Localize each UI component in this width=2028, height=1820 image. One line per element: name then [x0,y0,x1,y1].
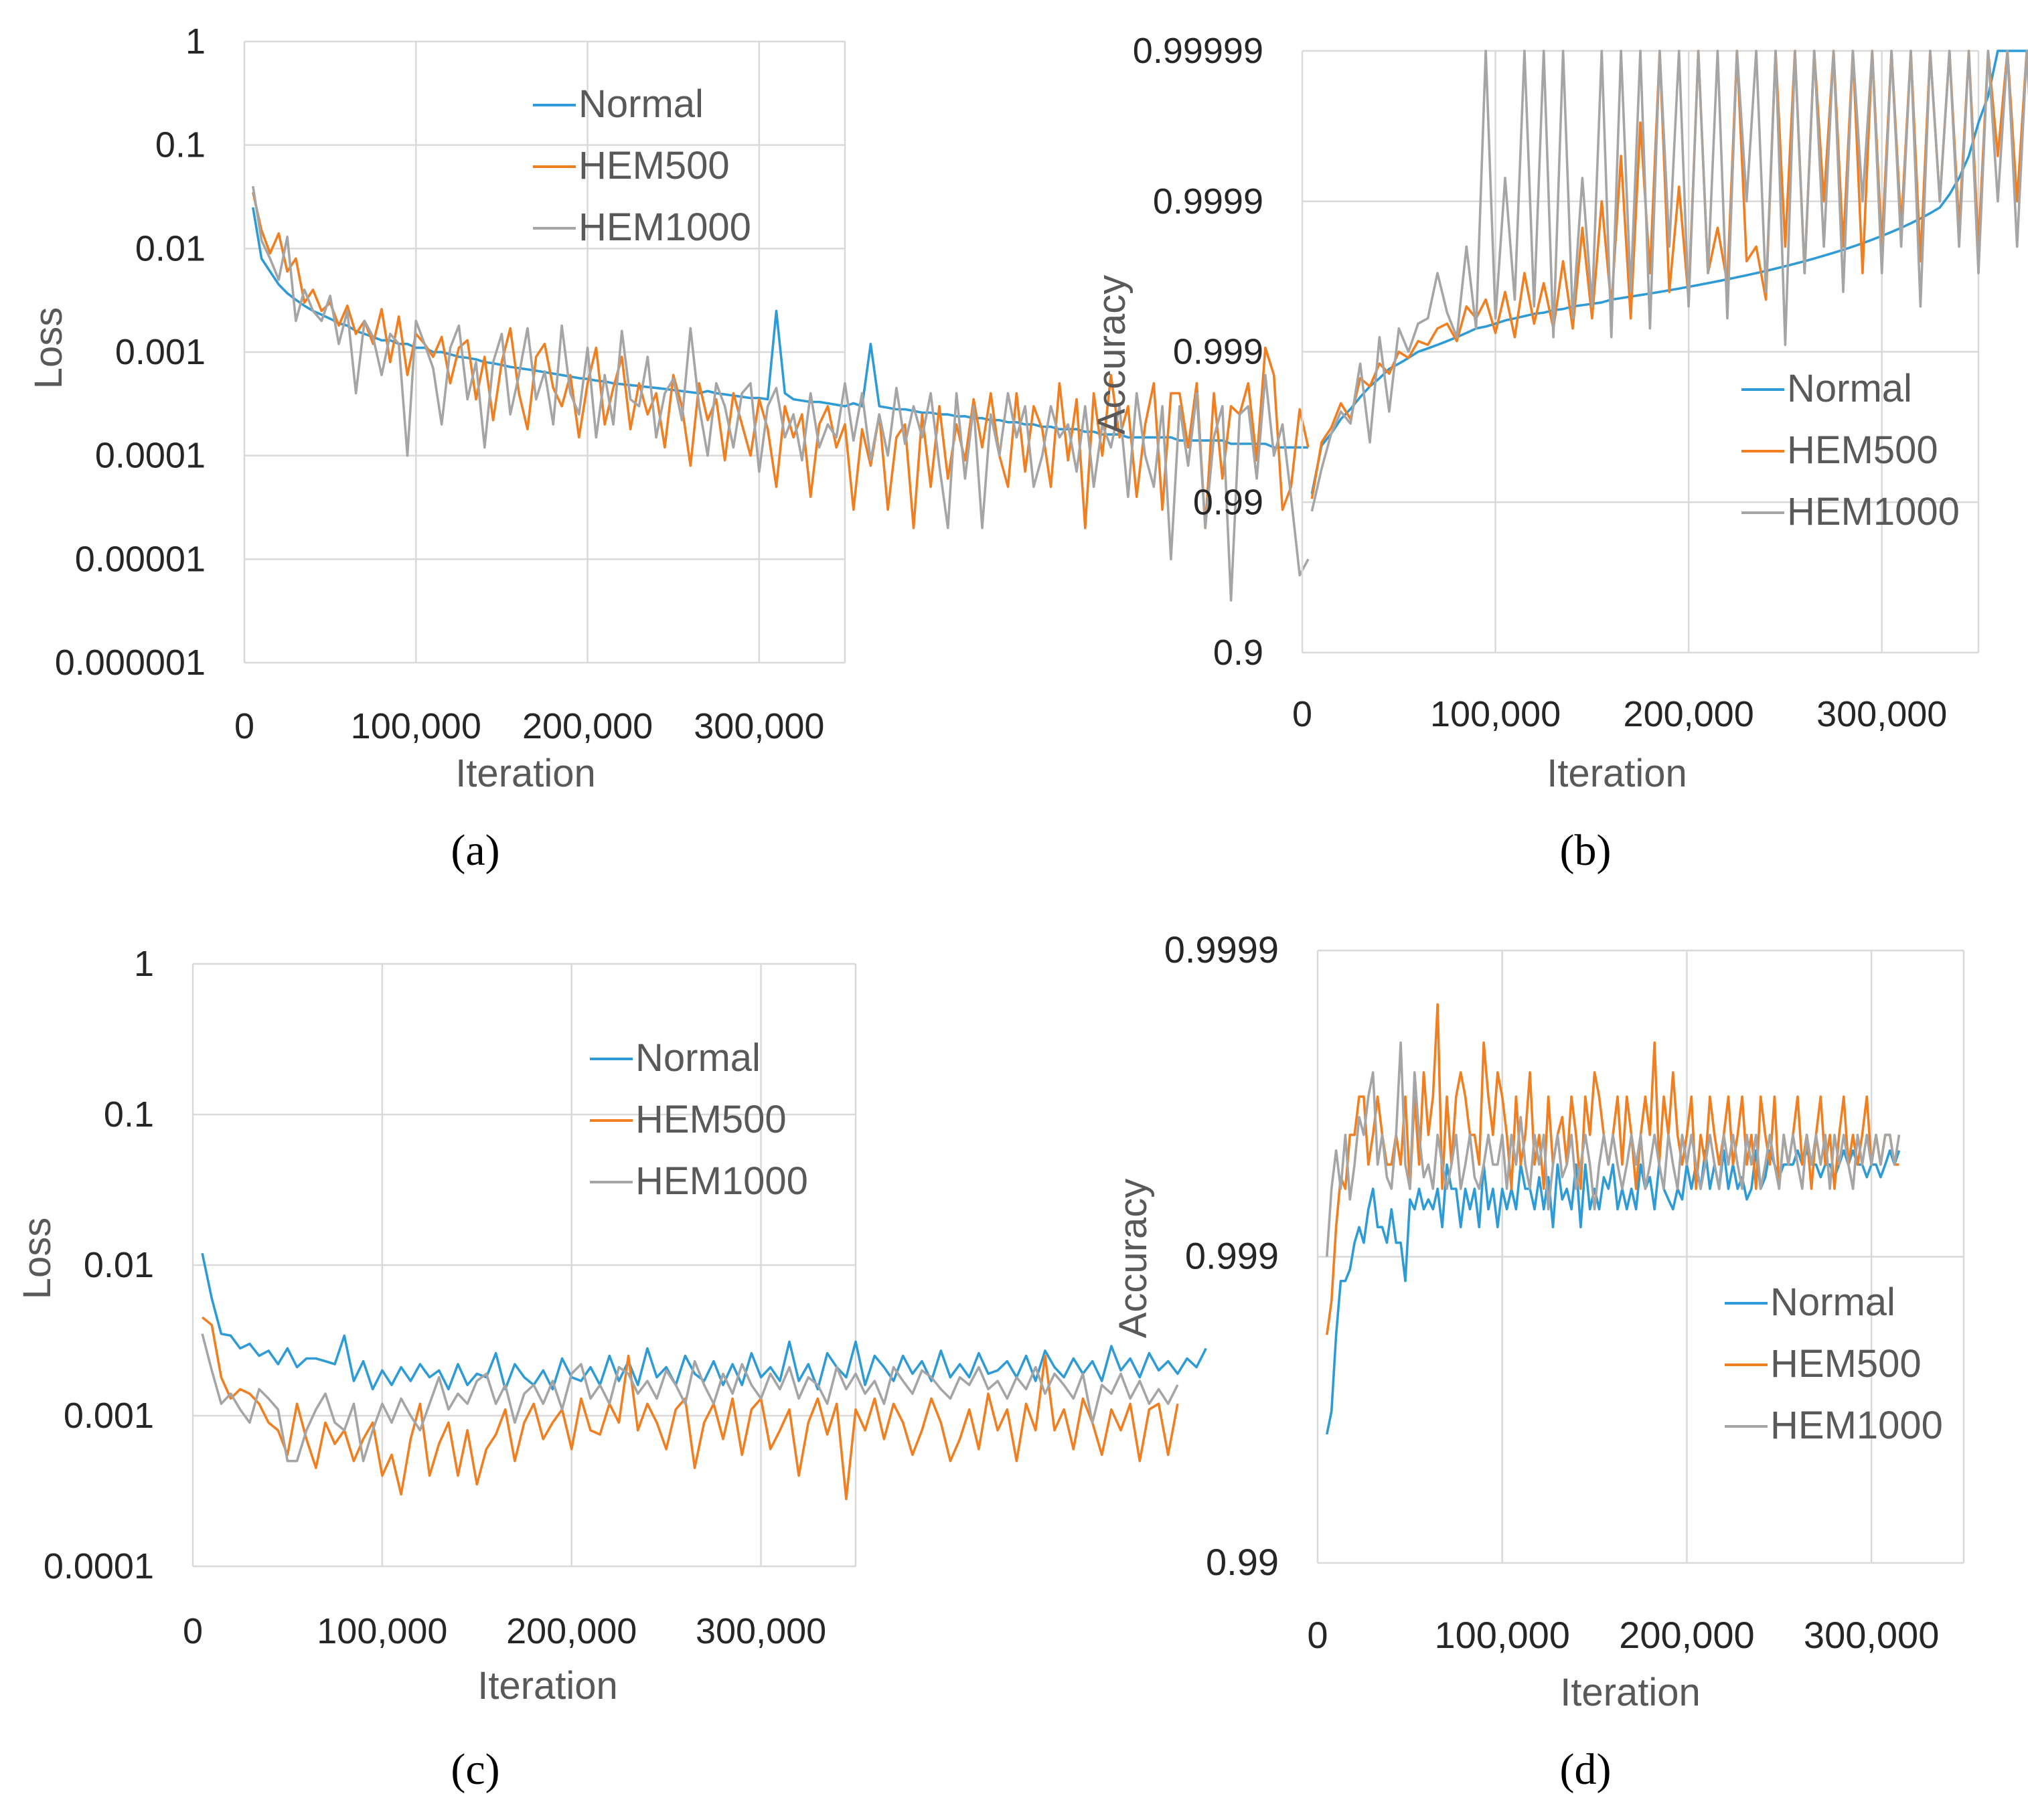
series-line-hem1000-b [1310,50,2028,512]
y-axis-title-b: Accuracy [1090,275,1134,435]
series-line-hem1000-c [201,1333,1179,1463]
x-tick-label-b: 100,000 [1430,694,1561,734]
series-d [1326,1003,1901,1435]
y-tick-label-d: 0.999 [1185,1235,1279,1277]
x-axis-title-c: Iteration [477,1664,618,1708]
x-tick-label-a: 300,000 [694,706,824,746]
legend-label-normal-c: Normal [635,1036,761,1080]
x-tick-label-d: 300,000 [1804,1614,1939,1656]
y-tick-label-b: 0.99 [1193,482,1263,522]
series-a [252,185,1310,602]
panel-label-b: (b) [1560,826,1612,875]
x-ticks-d: 0 100,000 200,000 300,000 [1307,1614,1939,1656]
legend-a: Normal HEM500 HEM1000 [533,82,751,249]
series-c [201,1252,1207,1501]
legend-d: Normal HEM500 HEM1000 [1725,1280,1943,1447]
panel-label-d: (d) [1560,1745,1612,1794]
y-tick-label-c: 1 [134,944,154,984]
series-line-hem1000-d [1326,1041,1901,1257]
panel-label-a: (a) [451,826,499,875]
legend-label-hem500-b: HEM500 [1787,428,1938,472]
legend-label-normal-b: Normal [1787,367,1912,410]
y-tick-label-b: 0.9999 [1153,181,1263,222]
x-tick-label-b: 0 [1292,694,1312,734]
y-tick-label-a: 0.1 [155,125,206,165]
legend-label-hem1000-a: HEM1000 [578,205,751,249]
legend-b: Normal HEM500 HEM1000 [1741,367,1960,533]
legend-label-hem500-a: HEM500 [578,144,730,187]
y-tick-label-c: 0.01 [84,1245,154,1285]
y-axis-title-d: Accuracy [1111,1179,1155,1339]
legend-label-normal-a: Normal [578,82,704,126]
y-tick-label-c: 0.0001 [44,1546,154,1586]
y-tick-label-b: 0.99999 [1133,31,1263,71]
y-ticks-a: 0.000001 0.00001 0.0001 0.001 0.01 0.1 1 [55,21,206,683]
legend-label-hem500-c: HEM500 [635,1098,787,1141]
y-tick-label-a: 0.0001 [95,436,206,476]
chart-panel-a: 0.000001 0.00001 0.0001 0.001 0.01 0.1 1 0 100,… [27,21,1310,875]
series-line-hem500-c [201,1316,1179,1501]
y-tick-label-a: 1 [185,21,206,62]
y-tick-label-b: 0.9 [1213,633,1263,673]
y-axis-title-a: Loss [27,307,70,390]
legend-label-hem1000-d: HEM1000 [1770,1404,1943,1447]
y-tick-label-a: 0.001 [115,332,206,372]
chart-panel-d: 0.99 0.999 0.9999 0 100,000 200,000 300,000 N… [1111,928,1965,1794]
x-tick-label-c: 100,000 [317,1611,447,1651]
grid-a [243,40,846,664]
x-ticks-c: 0 100,000 200,000 300,000 [183,1611,826,1651]
x-tick-label-b: 200,000 [1624,694,1754,734]
x-tick-label-c: 200,000 [506,1611,637,1651]
x-tick-label-a: 100,000 [351,706,481,746]
legend-label-hem1000-c: HEM1000 [635,1159,808,1203]
x-axis-title-d: Iteration [1560,1671,1701,1714]
grid-c [191,963,857,1568]
legend-label-hem500-d: HEM500 [1770,1342,1922,1386]
legend-label-normal-d: Normal [1770,1280,1895,1324]
x-tick-label-a: 0 [234,706,254,746]
chart-panel-c: 0.0001 0.001 0.01 0.1 1 0 100,000 200,000 300,0… [15,944,1207,1794]
x-ticks-a: 0 100,000 200,000 300,000 [234,706,824,746]
y-tick-label-d: 0.9999 [1164,928,1279,971]
legend-c: Normal HEM500 HEM1000 [590,1036,808,1203]
series-b [1310,50,2028,512]
y-tick-label-b: 0.999 [1173,332,1263,372]
series-line-normal-c [201,1252,1207,1391]
x-axis-title-a: Iteration [455,752,596,795]
y-ticks-c: 0.0001 0.001 0.01 0.1 1 [44,944,154,1586]
y-axis-title-c: Loss [15,1218,59,1300]
x-tick-label-d: 100,000 [1434,1614,1569,1656]
x-tick-label-b: 300,000 [1816,694,1947,734]
series-line-hem1000-a [252,185,1310,602]
y-tick-label-a: 0.01 [135,228,206,268]
y-tick-label-c: 0.001 [64,1396,154,1436]
chart-panel-b: 0.9 0.99 0.999 0.9999 0.99999 0 100,000 200,00… [1090,31,2028,875]
y-tick-label-d: 0.99 [1206,1541,1279,1583]
panel-label-c: (c) [451,1745,499,1794]
x-tick-label-d: 200,000 [1619,1614,1754,1656]
y-tick-label-a: 0.000001 [55,643,206,683]
y-ticks-d: 0.99 0.999 0.9999 [1164,928,1279,1583]
legend-label-hem1000-b: HEM1000 [1787,490,1960,533]
x-tick-label-d: 0 [1307,1614,1328,1656]
x-tick-label-c: 0 [183,1611,203,1651]
y-tick-label-a: 0.00001 [75,539,206,579]
x-ticks-b: 0 100,000 200,000 300,000 [1292,694,1947,734]
x-tick-label-a: 200,000 [522,706,653,746]
x-tick-label-c: 300,000 [696,1611,826,1651]
y-ticks-b: 0.9 0.99 0.999 0.9999 0.99999 [1133,31,1263,673]
grid-d [1316,949,1965,1564]
y-tick-label-c: 0.1 [104,1094,154,1135]
x-axis-title-b: Iteration [1547,752,1687,795]
